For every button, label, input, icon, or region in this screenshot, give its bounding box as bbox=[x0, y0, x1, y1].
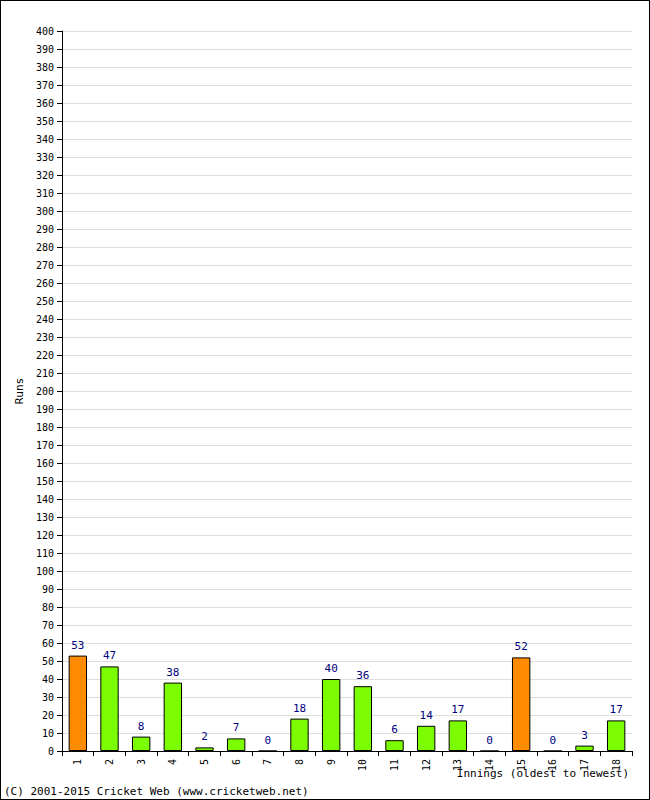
svg-text:8: 8 bbox=[138, 720, 145, 733]
svg-text:18: 18 bbox=[293, 702, 306, 715]
svg-text:170: 170 bbox=[36, 440, 54, 451]
svg-text:400: 400 bbox=[36, 26, 54, 37]
svg-text:0: 0 bbox=[265, 734, 272, 747]
svg-text:0: 0 bbox=[550, 734, 557, 747]
svg-text:17: 17 bbox=[451, 703, 464, 716]
svg-text:2: 2 bbox=[104, 759, 115, 765]
svg-text:17: 17 bbox=[610, 703, 623, 716]
svg-text:Runs: Runs bbox=[13, 378, 26, 405]
svg-text:380: 380 bbox=[36, 62, 54, 73]
svg-text:1: 1 bbox=[72, 759, 83, 765]
svg-text:270: 270 bbox=[36, 260, 54, 271]
svg-text:110: 110 bbox=[36, 548, 54, 559]
svg-text:40: 40 bbox=[42, 674, 54, 685]
svg-text:290: 290 bbox=[36, 224, 54, 235]
svg-text:30: 30 bbox=[42, 692, 54, 703]
svg-text:100: 100 bbox=[36, 566, 54, 577]
svg-text:20: 20 bbox=[42, 710, 54, 721]
svg-text:6: 6 bbox=[231, 759, 242, 765]
svg-text:130: 130 bbox=[36, 512, 54, 523]
svg-text:140: 140 bbox=[36, 494, 54, 505]
svg-text:36: 36 bbox=[356, 669, 369, 682]
svg-text:11: 11 bbox=[389, 759, 400, 771]
svg-text:16: 16 bbox=[547, 759, 558, 771]
svg-text:80: 80 bbox=[42, 602, 54, 613]
svg-text:300: 300 bbox=[36, 206, 54, 217]
svg-text:90: 90 bbox=[42, 584, 54, 595]
svg-text:10: 10 bbox=[357, 759, 368, 771]
svg-text:360: 360 bbox=[36, 98, 54, 109]
svg-text:70: 70 bbox=[42, 620, 54, 631]
svg-text:320: 320 bbox=[36, 170, 54, 181]
svg-text:220: 220 bbox=[36, 350, 54, 361]
svg-text:280: 280 bbox=[36, 242, 54, 253]
svg-text:260: 260 bbox=[36, 278, 54, 289]
svg-text:390: 390 bbox=[36, 44, 54, 55]
svg-text:10: 10 bbox=[42, 728, 54, 739]
svg-text:12: 12 bbox=[421, 759, 432, 771]
svg-text:200: 200 bbox=[36, 386, 54, 397]
svg-text:60: 60 bbox=[42, 638, 54, 649]
svg-text:7: 7 bbox=[262, 759, 273, 765]
svg-text:210: 210 bbox=[36, 368, 54, 379]
svg-text:120: 120 bbox=[36, 530, 54, 541]
svg-text:250: 250 bbox=[36, 296, 54, 307]
svg-text:190: 190 bbox=[36, 404, 54, 415]
svg-text:3: 3 bbox=[136, 759, 147, 765]
svg-text:370: 370 bbox=[36, 80, 54, 91]
svg-text:38: 38 bbox=[166, 666, 179, 679]
svg-text:18: 18 bbox=[611, 759, 622, 771]
svg-text:8: 8 bbox=[294, 759, 305, 765]
svg-text:14: 14 bbox=[420, 709, 434, 722]
svg-text:14: 14 bbox=[484, 759, 495, 771]
svg-text:310: 310 bbox=[36, 188, 54, 199]
svg-text:5: 5 bbox=[199, 759, 210, 765]
svg-text:6: 6 bbox=[391, 723, 398, 736]
svg-text:240: 240 bbox=[36, 314, 54, 325]
svg-text:2: 2 bbox=[201, 730, 208, 743]
svg-text:180: 180 bbox=[36, 422, 54, 433]
svg-text:50: 50 bbox=[42, 656, 54, 667]
svg-text:340: 340 bbox=[36, 134, 54, 145]
svg-text:230: 230 bbox=[36, 332, 54, 343]
svg-text:17: 17 bbox=[579, 759, 590, 771]
svg-text:160: 160 bbox=[36, 458, 54, 469]
svg-text:0: 0 bbox=[486, 734, 493, 747]
svg-text:(C) 2001-2015 Cricket Web (www: (C) 2001-2015 Cricket Web (www.cricketwe… bbox=[4, 785, 309, 798]
svg-text:52: 52 bbox=[515, 640, 528, 653]
svg-text:9: 9 bbox=[326, 759, 337, 765]
svg-text:350: 350 bbox=[36, 116, 54, 127]
svg-text:47: 47 bbox=[103, 649, 116, 662]
svg-text:0: 0 bbox=[48, 746, 54, 757]
svg-text:7: 7 bbox=[233, 721, 240, 734]
svg-text:40: 40 bbox=[325, 662, 338, 675]
svg-text:4: 4 bbox=[167, 759, 178, 765]
svg-text:150: 150 bbox=[36, 476, 54, 487]
svg-text:13: 13 bbox=[452, 759, 463, 771]
svg-text:53: 53 bbox=[71, 639, 84, 652]
svg-text:15: 15 bbox=[516, 759, 527, 771]
svg-text:3: 3 bbox=[581, 729, 588, 742]
svg-text:330: 330 bbox=[36, 152, 54, 163]
svg-text:Innings (oldest to newest): Innings (oldest to newest) bbox=[457, 767, 629, 780]
